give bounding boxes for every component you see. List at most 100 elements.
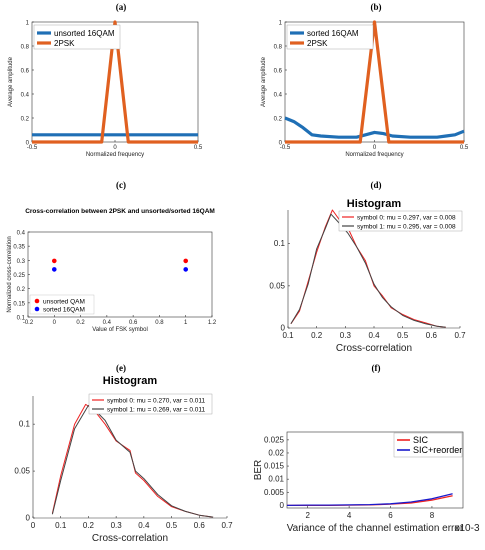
x-tick-label: 0.4 — [138, 521, 150, 530]
y-tick-label: 0.025 — [264, 435, 285, 444]
legend-entry: sorted 16QAM — [307, 29, 359, 38]
series-line — [287, 495, 453, 507]
y-tick-label: 0 — [26, 514, 31, 523]
x-tick-label: 0.5 — [194, 145, 203, 151]
data-point — [51, 267, 57, 272]
legend-box — [29, 294, 95, 315]
legend: symbol 0: mu = 0.270, var = 0.011 symbol … — [88, 393, 213, 415]
legend-marker — [34, 298, 40, 304]
legend-entry: unsorted 16QAM — [54, 29, 115, 38]
x-tick-label: 0.4 — [103, 320, 112, 326]
legend-box — [393, 432, 463, 458]
chart-panel-4: (d) Histogram 0.1 0.2 0.3 0.4 0.5 0.6 0.7 0 0.05 0.… — [269, 180, 466, 354]
legend-entry: symbol 1: mu = 0.269, var = 0.011 — [107, 407, 206, 414]
y-tick-label: 0.2 — [21, 117, 30, 123]
y-axis-label: Normalized cross-correlation — [7, 236, 13, 312]
x-tick-label: 0.6 — [426, 331, 438, 340]
x-axis-label: Normalized frequency — [345, 152, 403, 158]
series-line — [285, 20, 464, 144]
x-tick-label: -0.2 — [23, 320, 34, 326]
x-tick-label: 4 — [347, 511, 352, 520]
y-tick-label: 0.15 — [13, 301, 25, 307]
x-tick-label: 0.5 — [397, 331, 409, 340]
y-tick-label: 0 — [281, 324, 286, 333]
x-tick-label: 0.2 — [311, 331, 323, 340]
legend-marker — [34, 306, 40, 312]
y-tick-label: 0.1 — [17, 316, 26, 322]
y-tick-label: 0.8 — [274, 45, 283, 51]
legend-entry: 2PSK — [54, 39, 75, 48]
x-axis-label: Normalized frequency — [86, 152, 144, 158]
x-tick-label: 6 — [388, 511, 393, 520]
panel-label: (f) — [372, 363, 381, 373]
chart-title: Histogram — [103, 375, 158, 387]
chart-panel-3: (c) Cross-correlation between 2PSK and un… — [7, 180, 217, 333]
y-tick-label: 0 — [280, 501, 285, 510]
y-tick-label: 0.6 — [21, 69, 30, 75]
panel-label: (e) — [116, 363, 126, 373]
x-tick-label: 1.2 — [208, 320, 217, 326]
x-axis-label: Value of FSK symbol — [92, 327, 148, 333]
y-tick-label: 0.4 — [17, 231, 26, 237]
x-tick-label: 0.6 — [129, 320, 138, 326]
x-tick-label: 0.7 — [454, 331, 466, 340]
x-tick-label: 0.2 — [83, 521, 95, 530]
x-tick-label: 1 — [184, 320, 188, 326]
y-axis-label: BER — [253, 460, 264, 481]
series-line — [290, 209, 446, 328]
y-tick-label: 0.4 — [21, 93, 30, 99]
x-tick-label: 2 — [305, 511, 310, 520]
x-tick-label: 0.5 — [460, 145, 469, 151]
y-tick-label: 0 — [26, 141, 30, 147]
y-tick-label: 1 — [26, 21, 30, 27]
y-tick-label: 0.1 — [274, 239, 286, 248]
legend-entry: symbol 0: mu = 0.270, var = 0.011 — [107, 398, 206, 405]
chart-title: Histogram — [347, 198, 402, 210]
legend-entry: SIC — [413, 435, 429, 445]
y-tick-label: 0 — [279, 141, 283, 147]
y-tick-label: 0.35 — [13, 245, 25, 251]
x-tick-label: 8 — [430, 511, 435, 520]
y-tick-label: 0.005 — [264, 488, 285, 497]
data-point — [183, 258, 189, 264]
series-line — [290, 213, 446, 328]
legend-box — [33, 24, 121, 50]
y-tick-label: 0.25 — [13, 273, 25, 279]
x-tick-label: 0.1 — [55, 521, 67, 530]
y-tick-label: 0.6 — [274, 69, 283, 75]
data-point — [183, 267, 189, 272]
panel-label: (a) — [116, 2, 127, 12]
x-tick-label: 0.3 — [340, 331, 352, 340]
y-tick-label: 0.2 — [17, 287, 26, 293]
x-axis-label: Cross-correlation — [92, 533, 168, 544]
x-axis-multiplier: x10-3 — [454, 523, 479, 534]
y-tick-label: 0.05 — [14, 467, 30, 476]
legend-entry: symbol 1: mu = 0.295, var = 0.008 — [357, 224, 456, 231]
legend-box — [338, 210, 463, 232]
x-tick-label: 0.7 — [221, 521, 233, 530]
y-tick-label: 0.015 — [264, 462, 285, 471]
y-tick-label: 0.8 — [21, 45, 30, 51]
x-tick-label: 0 — [53, 320, 57, 326]
series-line — [284, 116, 465, 139]
y-tick-label: 0.02 — [268, 448, 284, 457]
legend-entry: 2PSK — [307, 39, 328, 48]
y-tick-label: 1 — [279, 21, 283, 27]
y-tick-label: 0.3 — [17, 259, 26, 265]
x-tick-label: 0 — [373, 145, 377, 151]
legend-entry: unsorted QAM — [43, 299, 85, 306]
legend-entry: symbol 0: mu = 0.297, var = 0.008 — [357, 215, 456, 222]
legend-box — [88, 393, 213, 415]
panel-label: (d) — [371, 180, 382, 190]
x-tick-label: 0 — [113, 145, 117, 151]
y-tick-label: 0.4 — [274, 93, 283, 99]
series-line — [51, 404, 214, 518]
x-axis-label: Variance of the channel estimation error — [287, 523, 464, 534]
x-tick-label: -0.5 — [280, 145, 291, 151]
x-tick-label: -0.5 — [27, 145, 38, 151]
